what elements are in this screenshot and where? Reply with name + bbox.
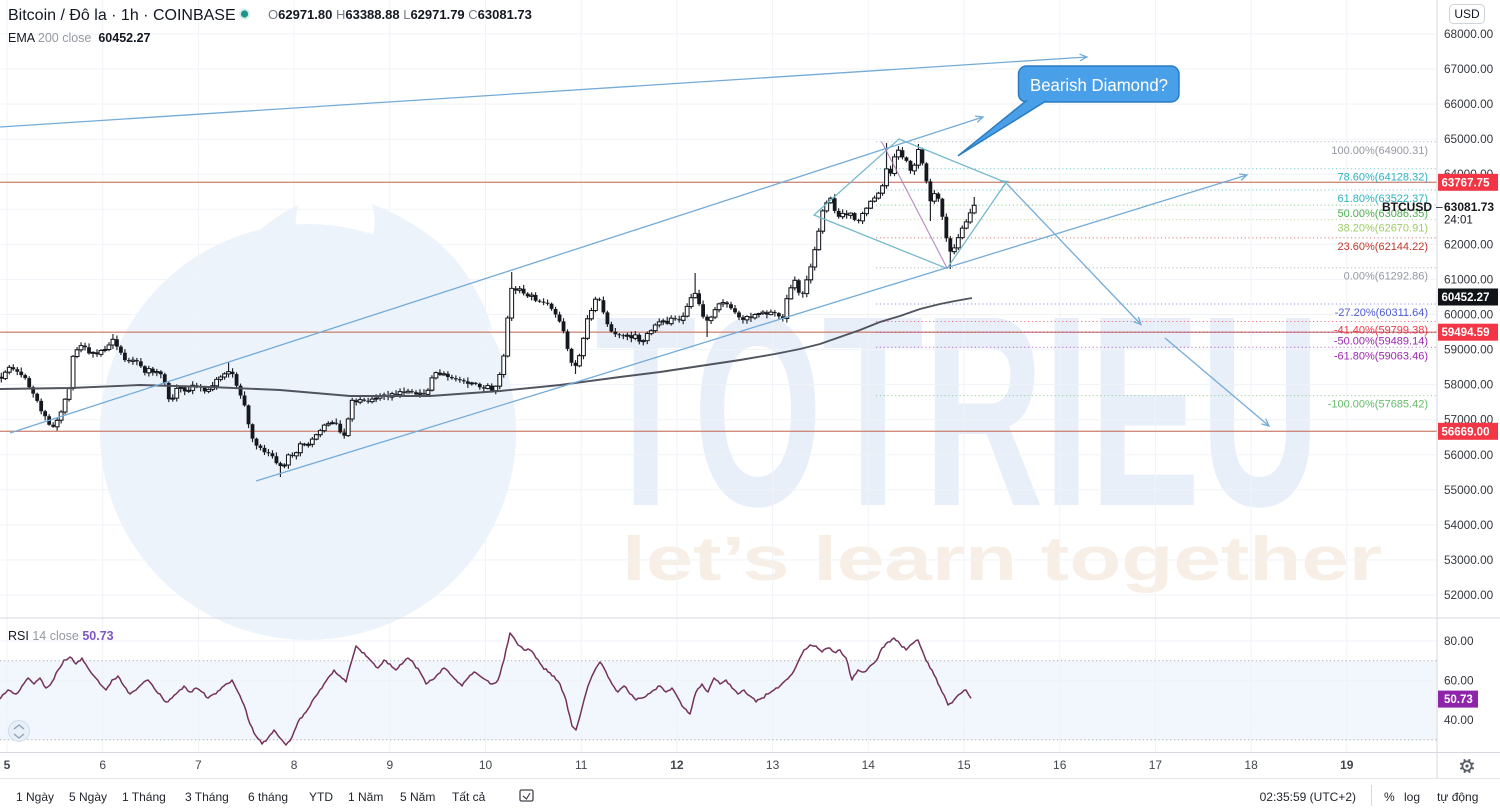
svg-text:50.00%(63086.35): 50.00%(63086.35) — [1337, 208, 1428, 220]
svg-text:7: 7 — [195, 758, 202, 772]
svg-text:Tất cả: Tất cả — [452, 790, 486, 804]
svg-text:5 Ngày: 5 Ngày — [69, 790, 107, 804]
svg-text:8: 8 — [291, 758, 298, 772]
svg-text:60.00: 60.00 — [1444, 674, 1474, 688]
svg-text:65000.00: 65000.00 — [1444, 132, 1494, 146]
svg-text:-61.80%(59063.46): -61.80%(59063.46) — [1334, 350, 1428, 362]
svg-text:10: 10 — [479, 758, 493, 772]
svg-text:1 Năm: 1 Năm — [348, 790, 383, 804]
svg-text:62000.00: 62000.00 — [1444, 237, 1494, 251]
svg-text:61.80%(63522.37): 61.80%(63522.37) — [1337, 193, 1428, 205]
svg-text:O62971.80 H63388.88 L62971.79: O62971.80 H63388.88 L62971.79 C63081.73 — [268, 7, 532, 22]
svg-text:40.00: 40.00 — [1444, 713, 1474, 727]
svg-text:59494.59: 59494.59 — [1442, 327, 1490, 339]
svg-text:19: 19 — [1340, 758, 1354, 772]
svg-text:5: 5 — [4, 758, 11, 772]
svg-text:02:35:59 (UTC+2): 02:35:59 (UTC+2) — [1260, 790, 1356, 804]
svg-text:17: 17 — [1149, 758, 1163, 772]
svg-text:67000.00: 67000.00 — [1444, 62, 1494, 76]
svg-text:16: 16 — [1053, 758, 1067, 772]
svg-text:%: % — [1384, 790, 1395, 804]
svg-text:tự động: tự động — [1437, 790, 1478, 804]
svg-text:YTD: YTD — [309, 790, 333, 804]
svg-text:-100.00%(57685.42): -100.00%(57685.42) — [1328, 399, 1428, 411]
svg-text:24:01: 24:01 — [1444, 215, 1473, 227]
svg-text:Bitcoin / Đô la · 1h · COINBAS: Bitcoin / Đô la · 1h · COINBASE — [8, 7, 236, 24]
svg-text:1 Ngày: 1 Ngày — [16, 790, 54, 804]
svg-text:-41.40%(59799.38): -41.40%(59799.38) — [1334, 325, 1428, 337]
svg-text:68000.00: 68000.00 — [1444, 27, 1494, 41]
svg-text:Bearish Diamond?: Bearish Diamond? — [1030, 75, 1168, 95]
svg-text:52000.00: 52000.00 — [1444, 588, 1494, 602]
svg-text:38.20%(62670.91): 38.20%(62670.91) — [1337, 223, 1428, 235]
svg-text:–: – — [1436, 200, 1443, 214]
svg-text:60000.00: 60000.00 — [1444, 308, 1494, 322]
svg-text:63767.75: 63767.75 — [1442, 177, 1491, 189]
svg-text:78.60%(64128.32): 78.60%(64128.32) — [1337, 172, 1428, 184]
svg-text:59000.00: 59000.00 — [1444, 343, 1494, 357]
svg-text:RSI 14 close 50.73: RSI 14 close 50.73 — [8, 629, 114, 643]
svg-text:15: 15 — [957, 758, 971, 772]
svg-text:12: 12 — [670, 758, 684, 772]
svg-text:50.73: 50.73 — [1444, 694, 1473, 706]
svg-text:23.60%(62144.22): 23.60%(62144.22) — [1337, 241, 1428, 253]
svg-text:EMA 200 close 60452.27: EMA 200 close 60452.27 — [8, 31, 151, 45]
svg-text:6: 6 — [99, 758, 106, 772]
svg-text:0.00%(61292.86): 0.00%(61292.86) — [1344, 271, 1428, 283]
svg-text:1 Tháng: 1 Tháng — [122, 790, 166, 804]
svg-text:53000.00: 53000.00 — [1444, 553, 1494, 567]
svg-text:56669.00: 56669.00 — [1442, 426, 1490, 438]
svg-text:80.00: 80.00 — [1444, 634, 1474, 648]
svg-text:3 Tháng: 3 Tháng — [185, 790, 229, 804]
svg-text:-27.20%(60311.64): -27.20%(60311.64) — [1335, 307, 1428, 319]
svg-text:100.00%(64900.31): 100.00%(64900.31) — [1331, 145, 1428, 157]
svg-text:18: 18 — [1244, 758, 1258, 772]
svg-text:56000.00: 56000.00 — [1444, 448, 1494, 462]
svg-text:6 tháng: 6 tháng — [248, 790, 288, 804]
svg-text:log: log — [1404, 790, 1420, 804]
svg-text:54000.00: 54000.00 — [1444, 518, 1494, 532]
svg-text:-50.00%(59489.14): -50.00%(59489.14) — [1334, 335, 1428, 347]
svg-text:13: 13 — [766, 758, 780, 772]
svg-text:66000.00: 66000.00 — [1444, 97, 1494, 111]
svg-text:USD: USD — [1454, 7, 1480, 21]
svg-text:60452.27: 60452.27 — [1442, 292, 1490, 304]
svg-text:BTCUSD: BTCUSD — [1382, 200, 1432, 214]
svg-text:63081.73: 63081.73 — [1444, 200, 1494, 214]
svg-text:11: 11 — [575, 758, 588, 772]
svg-text:61000.00: 61000.00 — [1444, 272, 1494, 286]
svg-text:58000.00: 58000.00 — [1444, 378, 1494, 392]
svg-text:55000.00: 55000.00 — [1444, 483, 1494, 497]
svg-text:5 Năm: 5 Năm — [400, 790, 435, 804]
svg-text:9: 9 — [386, 758, 393, 772]
svg-text:14: 14 — [862, 758, 876, 772]
